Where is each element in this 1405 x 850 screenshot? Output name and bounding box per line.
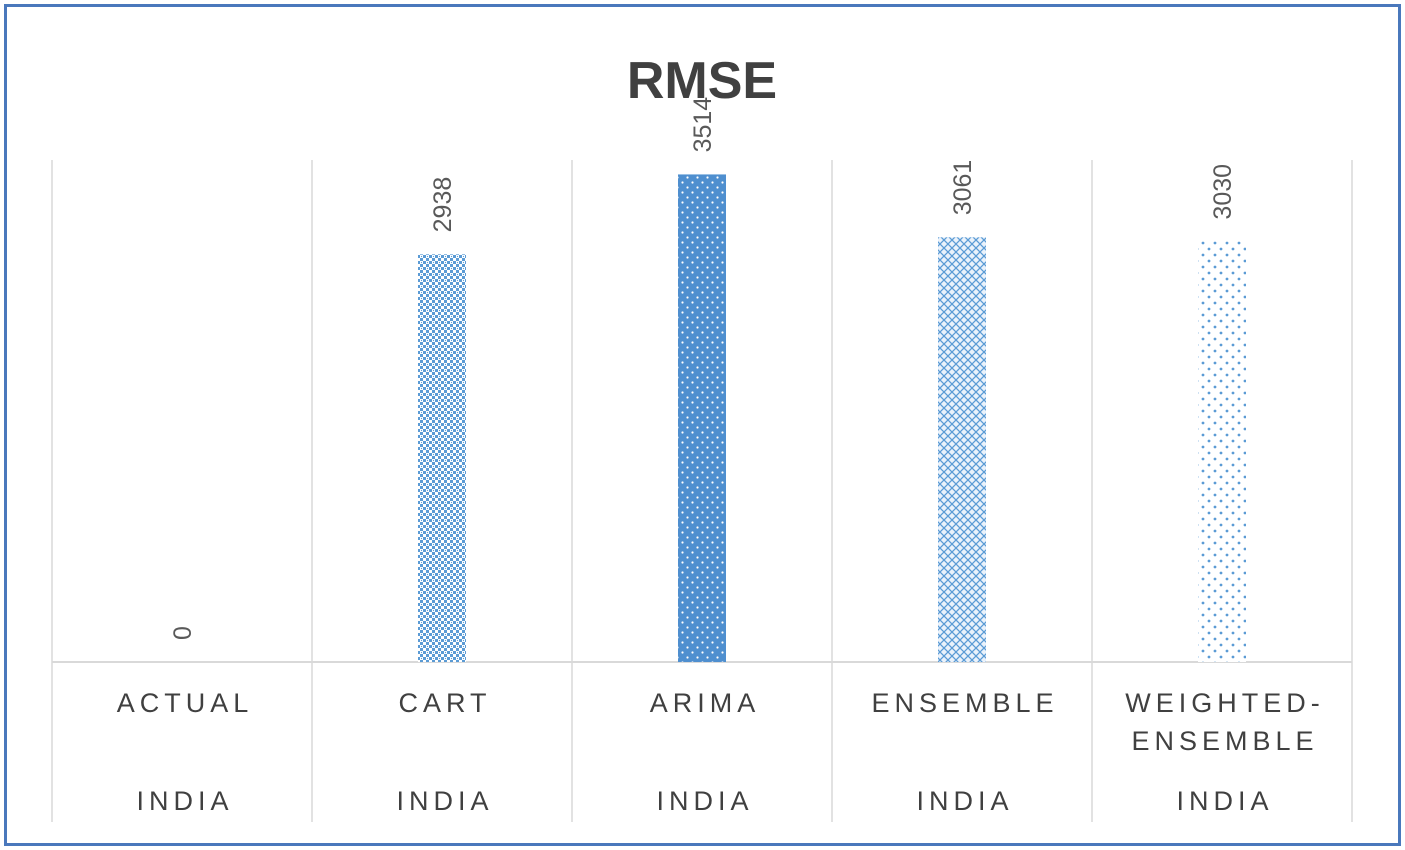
data-label-1: 2938 <box>429 177 457 233</box>
group-label-2: INDIA <box>656 786 753 816</box>
category-label-4-1: ENSEMBLE <box>1131 726 1318 756</box>
category-dividers <box>51 160 1353 822</box>
bar-cart <box>418 254 466 663</box>
bar-arima <box>678 174 726 662</box>
category-label-4-0: WEIGHTED- <box>1125 688 1325 718</box>
data-label-4: 3030 <box>1209 164 1237 220</box>
data-label-3: 3061 <box>949 160 977 216</box>
data-labels: 0 2938 3514 3061 3030 <box>169 97 1237 640</box>
category-label-2-0: ARIMA <box>650 688 761 718</box>
category-label-1-0: CART <box>398 688 491 718</box>
category-label-0-0: ACTUAL <box>117 688 254 718</box>
group-label-3: INDIA <box>916 786 1013 816</box>
bar-weighted-ensemble <box>1198 241 1246 662</box>
chart-title: RMSE <box>627 52 777 110</box>
bar-ensemble <box>938 237 986 662</box>
data-label-2: 3514 <box>689 97 717 153</box>
bar-series <box>418 174 1246 663</box>
category-labels: ACTUAL CART ARIMA ENSEMBLE WEIGHTED- ENSEMBLE <box>117 688 1325 756</box>
group-labels: INDIA INDIA INDIA INDIA INDIA <box>136 786 1273 816</box>
category-label-3-0: ENSEMBLE <box>871 688 1058 718</box>
data-label-0: 0 <box>169 626 197 640</box>
group-label-1: INDIA <box>396 786 493 816</box>
group-label-4: INDIA <box>1176 786 1273 816</box>
group-label-0: INDIA <box>136 786 233 816</box>
